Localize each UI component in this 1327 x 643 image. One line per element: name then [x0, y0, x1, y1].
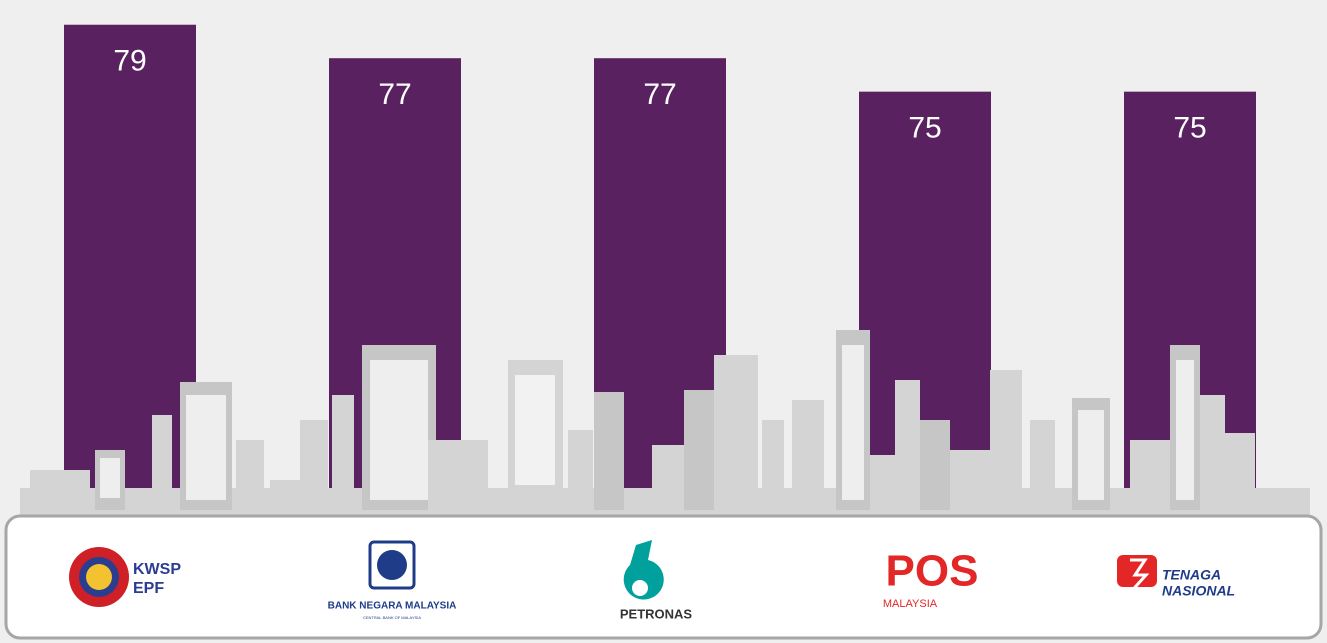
value-label: 79 [113, 45, 146, 78]
logo-texts: KWSP EPF BANK NEGARA MALAYSIA CENTRAL BANK … [133, 547, 1235, 622]
category-label: CENTRAL BANK OF MALAYSIA [363, 615, 421, 620]
value-label: 75 [908, 112, 941, 145]
value-label: 77 [643, 78, 676, 111]
logo-icons [69, 540, 1157, 607]
category-label: NASIONAL [1162, 583, 1235, 599]
category-label: MALAYSIA [883, 598, 938, 610]
bar [64, 24, 196, 510]
category-label: POS [886, 547, 979, 596]
category-label: BANK NEGARA MALAYSIA [328, 601, 457, 612]
category-label: PETRONAS [620, 606, 693, 621]
category-label: EPF [133, 580, 164, 597]
category-label: KWSP [133, 561, 181, 578]
value-label: 77 [378, 78, 411, 111]
value-label: 75 [1173, 112, 1206, 145]
skyline [20, 330, 1310, 518]
category-label: TENAGA [1162, 567, 1221, 583]
